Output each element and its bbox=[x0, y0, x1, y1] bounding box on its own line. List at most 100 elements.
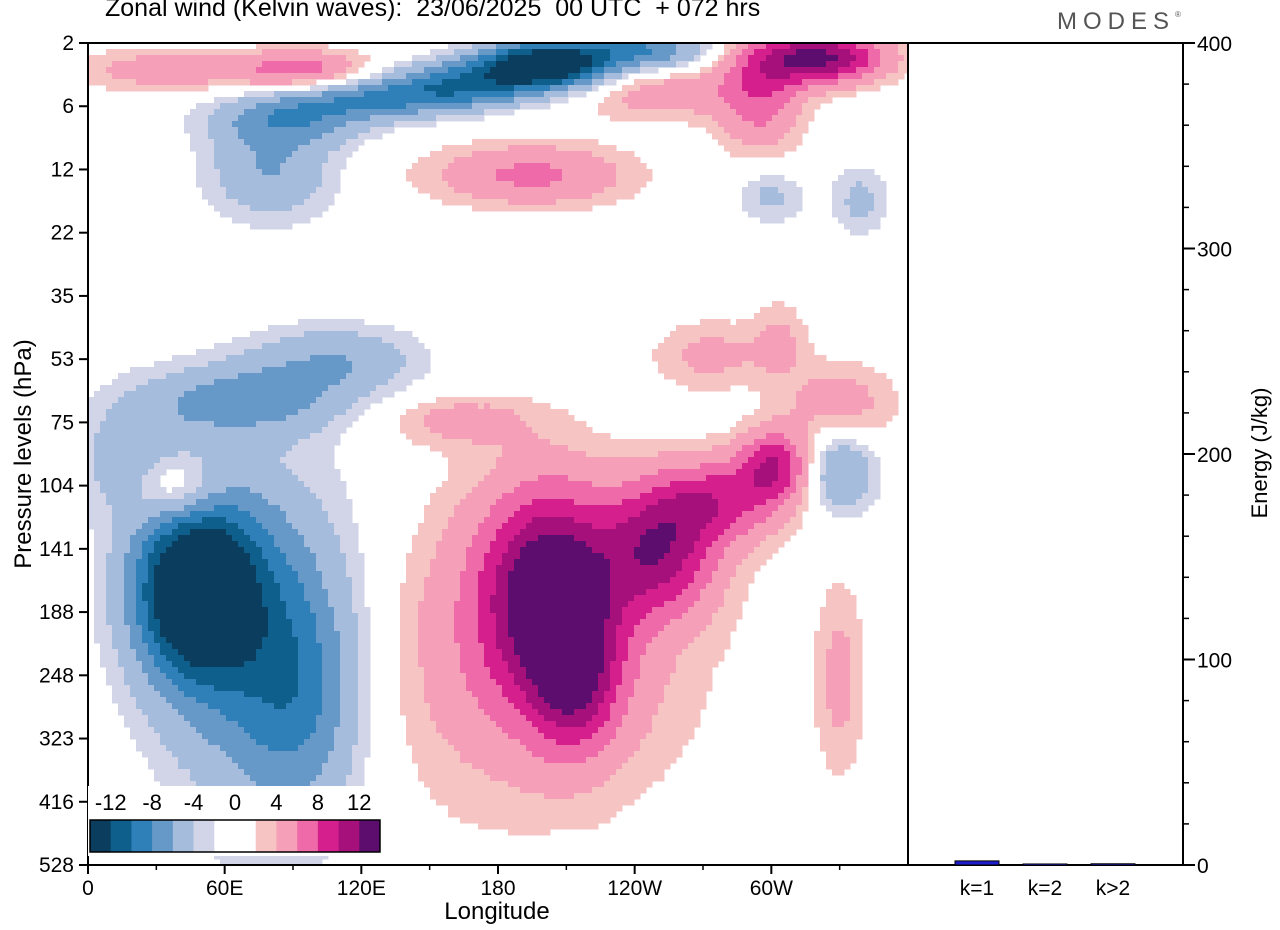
wind-cell bbox=[850, 211, 857, 218]
wind-cell bbox=[136, 79, 143, 86]
wind-cell bbox=[274, 121, 281, 128]
wind-cell bbox=[316, 463, 323, 470]
wind-cell bbox=[280, 403, 287, 410]
wind-cell bbox=[868, 211, 875, 218]
wind-cell bbox=[94, 79, 101, 86]
wind-cell bbox=[772, 397, 779, 404]
wind-cell bbox=[364, 349, 371, 356]
wind-cell bbox=[268, 91, 275, 98]
wind-cell bbox=[862, 403, 869, 410]
wind-cell bbox=[226, 361, 233, 368]
wind-cell bbox=[772, 355, 779, 362]
wind-cell bbox=[520, 427, 527, 434]
wind-cell bbox=[268, 457, 275, 464]
wind-cell bbox=[142, 373, 149, 380]
wind-cell bbox=[742, 79, 749, 86]
wind-cell bbox=[616, 151, 623, 158]
wind-cell bbox=[700, 91, 707, 98]
wind-cell bbox=[238, 355, 245, 362]
wind-cell bbox=[322, 139, 329, 146]
wind-cell bbox=[850, 439, 857, 446]
wind-cell bbox=[886, 73, 893, 80]
wind-cell bbox=[544, 415, 551, 422]
wind-cell bbox=[250, 109, 257, 116]
wind-cell bbox=[796, 343, 803, 350]
wind-cell bbox=[838, 361, 845, 368]
wind-cell bbox=[280, 169, 287, 176]
wind-cell bbox=[778, 451, 785, 458]
wind-cell bbox=[316, 211, 323, 218]
wind-cell bbox=[226, 433, 233, 440]
wind-cell bbox=[274, 145, 281, 152]
wind-cell bbox=[328, 127, 335, 134]
wind-cell bbox=[232, 475, 239, 482]
wind-cell bbox=[382, 367, 389, 374]
wind-cell bbox=[316, 331, 323, 338]
wind-cell bbox=[328, 103, 335, 110]
wind-cell bbox=[322, 319, 329, 326]
wind-cell bbox=[658, 343, 665, 350]
wind-cell bbox=[472, 409, 479, 416]
wind-cell bbox=[664, 373, 671, 380]
wind-cell bbox=[466, 151, 473, 158]
wind-cell bbox=[466, 103, 473, 110]
wind-cell bbox=[484, 55, 491, 62]
wind-cell bbox=[304, 439, 311, 446]
wind-cell bbox=[112, 457, 119, 464]
wind-cell bbox=[538, 97, 545, 104]
wind-cell bbox=[736, 85, 743, 92]
wind-cell bbox=[604, 55, 611, 62]
wind-cell bbox=[256, 175, 263, 182]
wind-cell bbox=[316, 91, 323, 98]
wind-cell bbox=[748, 139, 755, 146]
wind-cell bbox=[700, 481, 707, 488]
wind-cell bbox=[436, 109, 443, 116]
wind-cell bbox=[562, 91, 569, 98]
wind-cell bbox=[586, 55, 593, 62]
wind-cell bbox=[430, 169, 437, 176]
wind-cell bbox=[322, 181, 329, 188]
wind-cell bbox=[112, 61, 119, 68]
wind-cell bbox=[802, 109, 809, 116]
wind-cell bbox=[832, 457, 839, 464]
wind-cell bbox=[466, 79, 473, 86]
wind-cell bbox=[640, 43, 647, 50]
wind-cell bbox=[868, 481, 875, 488]
wind-cell bbox=[232, 337, 239, 344]
wind-cell bbox=[460, 487, 467, 494]
wind-cell bbox=[856, 409, 863, 416]
wind-cell bbox=[676, 355, 683, 362]
wind-cell bbox=[640, 481, 647, 488]
wind-cell bbox=[844, 67, 851, 74]
wind-cell bbox=[448, 427, 455, 434]
wind-cell bbox=[628, 487, 635, 494]
wind-cell bbox=[778, 139, 785, 146]
wind-cell bbox=[184, 397, 191, 404]
wind-cell bbox=[184, 409, 191, 416]
wind-cell bbox=[244, 397, 251, 404]
wind-cell bbox=[550, 187, 557, 194]
wind-cell bbox=[184, 433, 191, 440]
wind-cell bbox=[634, 451, 641, 458]
wind-cell bbox=[310, 451, 317, 458]
wind-cell bbox=[544, 463, 551, 470]
wind-cell bbox=[286, 445, 293, 452]
wind-cell bbox=[532, 193, 539, 200]
wind-cell bbox=[220, 451, 227, 458]
wind-cell bbox=[94, 433, 101, 440]
wind-cell bbox=[262, 181, 269, 188]
wind-cell bbox=[634, 469, 641, 476]
wind-cell bbox=[784, 205, 791, 212]
wind-cell bbox=[574, 43, 581, 50]
wind-cell bbox=[748, 367, 755, 374]
wind-cell bbox=[532, 463, 539, 470]
wind-cell bbox=[358, 109, 365, 116]
wind-cell bbox=[712, 361, 719, 368]
wind-cell bbox=[826, 457, 833, 464]
wind-cell bbox=[286, 325, 293, 332]
wind-cell bbox=[652, 469, 659, 476]
wind-cell bbox=[586, 457, 593, 464]
wind-cell bbox=[658, 439, 665, 446]
wind-cell bbox=[286, 217, 293, 224]
wind-cell bbox=[232, 445, 239, 452]
